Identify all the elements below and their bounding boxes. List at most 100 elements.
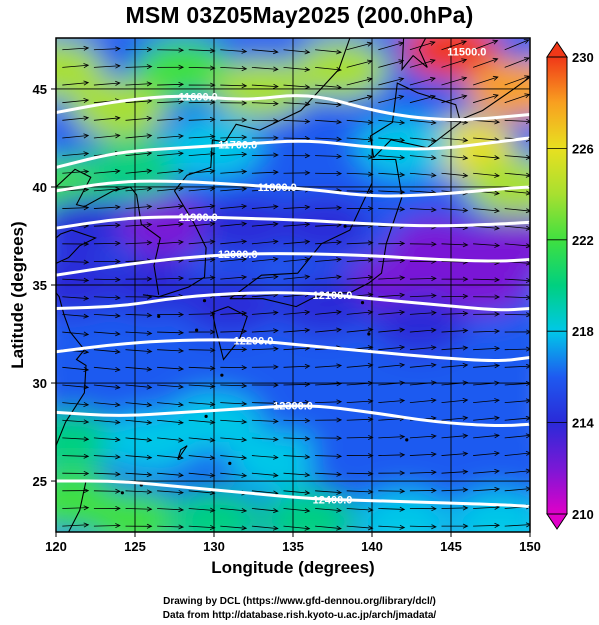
wind-arrow xyxy=(504,433,530,439)
wind-arrow-shaft xyxy=(125,170,152,174)
wind-arrow-head xyxy=(178,81,185,87)
wind-arrow-shaft xyxy=(93,525,120,527)
wind-arrow-shaft xyxy=(315,155,342,157)
wind-arrow-head xyxy=(399,310,406,316)
wind-arrow xyxy=(62,313,90,319)
wind-arrow-head xyxy=(494,119,501,125)
wind-arrow-head xyxy=(83,384,90,390)
wind-arrow xyxy=(251,221,279,227)
wind-arrow xyxy=(441,433,469,439)
colorbar-tick-label: 210 xyxy=(572,507,594,522)
wind-arrow xyxy=(504,277,530,283)
wind-arrow xyxy=(346,434,374,440)
wind-arrow xyxy=(93,222,121,228)
wind-arrow-shaft xyxy=(157,525,184,528)
wind-arrow xyxy=(346,327,374,333)
wind-arrow-shaft xyxy=(346,95,372,104)
wind-arrow-shaft xyxy=(125,100,152,104)
wind-arrow-shaft xyxy=(504,225,530,230)
wind-arrow-shaft xyxy=(378,260,405,262)
wind-arrow xyxy=(220,134,248,140)
wind-arrow xyxy=(251,239,279,245)
wind-arrow-head xyxy=(399,488,406,494)
wind-arrow xyxy=(62,277,90,283)
colorbar-max-triangle xyxy=(546,41,568,58)
wind-arrow-head xyxy=(399,452,406,458)
wind-arrow xyxy=(188,347,216,353)
wind-arrow xyxy=(346,471,374,477)
wind-arrow-head xyxy=(367,274,374,280)
wind-arrow-head xyxy=(399,327,406,333)
wind-arrow-shaft xyxy=(62,524,89,527)
wind-arrow-shaft xyxy=(125,490,152,493)
wind-arrow-head xyxy=(178,402,184,408)
contour-label: 12300.0 xyxy=(273,401,313,413)
temperature-blob xyxy=(118,196,215,257)
wind-arrow-shaft xyxy=(473,94,499,104)
wind-arrow xyxy=(409,172,437,178)
wind-arrow-head xyxy=(178,47,185,53)
wind-arrow xyxy=(220,256,248,262)
wind-arrow-head xyxy=(494,208,500,214)
wind-arrow xyxy=(441,58,468,68)
wind-arrow-shaft xyxy=(157,384,184,388)
wind-arrow-shaft xyxy=(125,349,152,352)
wind-arrow-shaft xyxy=(251,330,278,333)
wind-arrow-shaft xyxy=(283,437,310,440)
wind-arrow-head xyxy=(429,41,436,46)
wind-arrow-shaft xyxy=(157,402,184,406)
wind-arrow-shaft xyxy=(473,137,500,141)
wind-arrow xyxy=(251,49,279,55)
wind-arrow xyxy=(188,311,216,317)
wind-arrow-shaft xyxy=(251,437,278,441)
wind-arrow-shaft xyxy=(441,208,468,212)
wind-arrow xyxy=(188,329,216,335)
wind-arrow-shaft xyxy=(220,258,247,262)
wind-arrow-shaft xyxy=(188,153,215,157)
y-axis-label: Latitude (degrees) xyxy=(8,221,27,369)
wind-arrow-head xyxy=(304,508,311,514)
contour-line xyxy=(56,136,530,169)
wind-arrow-head xyxy=(494,294,501,300)
wind-arrow-shaft xyxy=(220,205,247,209)
wind-arrow-head xyxy=(209,134,216,140)
wind-arrow-head xyxy=(462,469,469,475)
wind-arrow-shaft xyxy=(409,346,436,351)
wind-arrow xyxy=(93,46,121,52)
wind-arrow xyxy=(93,80,121,86)
temperature-blob xyxy=(71,78,168,139)
wind-arrow-shaft xyxy=(315,102,342,106)
wind-arrow-head xyxy=(210,82,216,88)
wind-arrow xyxy=(441,362,469,368)
wind-arrow-shaft xyxy=(251,223,278,227)
wind-arrow-head xyxy=(336,453,343,459)
wind-arrow xyxy=(188,82,216,88)
wind-arrow-shaft xyxy=(220,84,247,87)
wind-arrow xyxy=(409,451,437,457)
wind-arrow xyxy=(283,274,311,280)
wind-arrow-head xyxy=(494,311,501,317)
wind-arrow-shaft xyxy=(315,67,342,71)
wind-arrow-head xyxy=(114,384,121,390)
wind-arrow-shaft xyxy=(93,331,120,335)
wind-arrow-shaft xyxy=(441,59,467,68)
wind-arrow-head xyxy=(178,64,185,70)
wind-arrow-shaft xyxy=(62,99,89,104)
wind-arrow xyxy=(125,402,153,408)
wind-arrow-head xyxy=(178,507,185,513)
temperature-blob xyxy=(466,431,530,492)
wind-arrow xyxy=(441,276,469,282)
temperature-blob xyxy=(229,431,326,492)
wind-arrow-shaft xyxy=(441,417,468,421)
wind-arrow xyxy=(62,63,90,69)
wind-arrow-head xyxy=(209,401,216,407)
wind-arrow-shaft xyxy=(504,400,530,404)
wind-arrow-head xyxy=(525,154,530,160)
wind-arrow-head xyxy=(462,523,469,529)
wind-arrow-shaft xyxy=(220,508,247,512)
wind-arrow xyxy=(251,310,279,316)
temperature-blob xyxy=(102,333,199,394)
wind-arrow-shaft xyxy=(346,508,373,511)
wind-arrow xyxy=(315,471,343,477)
wind-arrow xyxy=(125,276,153,282)
